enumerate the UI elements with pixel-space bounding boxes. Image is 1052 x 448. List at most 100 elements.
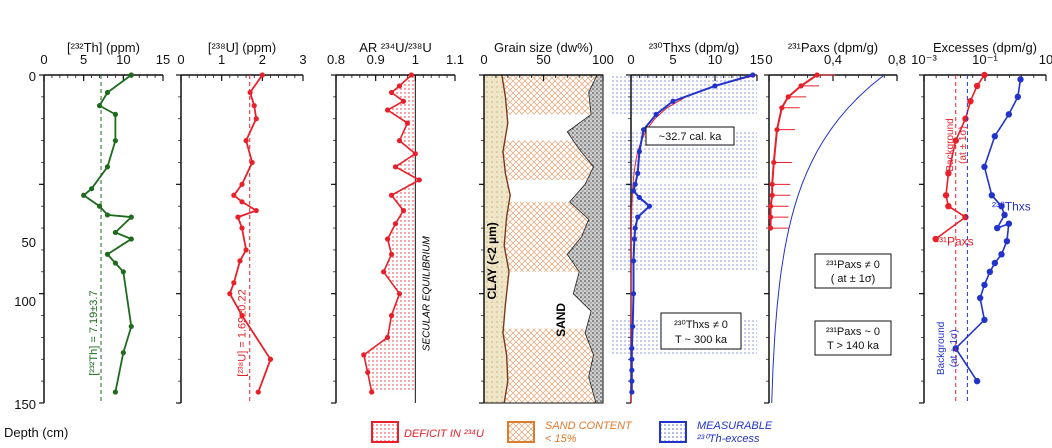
panel-6: ²³¹Paxs (dpm/g) 0 0,4 0,8 ²³¹Paxs ≠ 0 ( at ± … — [764, 40, 906, 404]
data-point — [1001, 211, 1008, 219]
panel-3: AR ²³⁴U/²³⁸U 0.8 0.9 1 1.1 SECULAR EQUILIBRIU… — [327, 40, 464, 404]
data-point — [412, 151, 418, 157]
panel-title: [²³⁸U] (ppm) — [208, 40, 276, 55]
data-point — [991, 259, 999, 267]
data-point — [1005, 111, 1013, 118]
data-point — [629, 389, 635, 395]
x-tick-label: 0,4 — [824, 52, 842, 67]
legend-item-measurable: MEASURABLE ²³⁰Th-excess — [659, 420, 773, 445]
data-point — [404, 120, 410, 126]
data-line — [769, 74, 818, 229]
data-point — [629, 345, 635, 351]
data-point — [400, 98, 407, 104]
data-point — [798, 83, 804, 89]
x-tick-label: 0 — [765, 52, 772, 67]
data-point — [104, 212, 111, 218]
data-point — [128, 236, 134, 242]
x-tick-label: 10 — [708, 52, 722, 67]
panel-title: Grain size (dw%) — [494, 40, 593, 55]
data-point — [243, 138, 249, 144]
data-point — [369, 389, 375, 395]
x-tick-label: 100 — [592, 52, 614, 67]
data-point — [635, 214, 641, 220]
data-point — [231, 192, 237, 198]
data-point — [630, 188, 637, 194]
data-point — [267, 356, 274, 362]
data-point — [986, 268, 994, 275]
data-point — [96, 103, 103, 109]
x-tick-label: 15 — [156, 52, 170, 67]
data-point — [112, 389, 118, 395]
x-tick-label: 0 — [480, 52, 487, 67]
data-point — [991, 133, 999, 140]
data-point — [237, 258, 243, 264]
data-point — [976, 294, 984, 302]
data-point — [243, 247, 249, 253]
data-point — [400, 207, 407, 214]
data-point — [384, 236, 391, 242]
series-label: ²³¹Paxs — [935, 235, 974, 249]
background-label: Background — [945, 118, 956, 171]
data-point — [768, 203, 774, 209]
data-point — [631, 236, 637, 242]
data-point — [392, 221, 399, 227]
data-point — [361, 352, 367, 358]
clay-line — [501, 74, 511, 404]
legend-swatch — [507, 421, 535, 443]
data-point — [814, 72, 820, 78]
x-tick-label: 50 — [536, 52, 550, 67]
data-point — [630, 291, 637, 297]
series-line — [935, 74, 986, 240]
data-point — [942, 192, 950, 199]
data-point — [932, 235, 939, 243]
x-tick-label: 5 — [669, 52, 676, 67]
data-point — [239, 312, 245, 319]
data-point — [994, 224, 1001, 232]
data-point — [632, 181, 638, 187]
legend: DEFICIT IN ²³⁴U SAND CONTENT < 15% MEASU… — [371, 420, 773, 445]
x-tick-label: 0.8 — [327, 52, 345, 67]
annotation-text: T > 140 ka — [827, 340, 880, 352]
annotation-text: ²³¹Paxs ~ 0 — [826, 326, 880, 338]
data-point — [231, 280, 237, 286]
panel-title: ²³⁰Thxs (dpm/g) — [649, 40, 739, 55]
data-point — [253, 116, 259, 122]
x-tick-label: 0 — [40, 52, 47, 67]
mean-label: [²³²Th] = 7.19±3.7 — [88, 290, 100, 375]
data-point — [239, 181, 245, 187]
legend-label: DEFICIT IN ²³⁴U — [404, 428, 484, 440]
data-point — [388, 192, 395, 198]
data-point — [396, 83, 403, 89]
panel-2: [²³⁸U] (ppm) 0 1 2 3 [²³⁸U] = 1.69±0.22 — [176, 40, 307, 404]
data-point — [81, 192, 87, 198]
annotation-text: ²³⁰Thxs ≠ 0 — [674, 319, 728, 331]
sand-label: SAND — [554, 303, 568, 337]
data-line — [630, 74, 754, 393]
data-point — [128, 214, 134, 220]
data-point — [120, 269, 126, 275]
legend-label: ²³⁰Th-excess — [697, 433, 760, 445]
legend-item-deficit: DEFICIT IN ²³⁴U — [371, 421, 484, 443]
legend-item-sand: SAND CONTENT < 15% — [507, 420, 633, 445]
data-point — [768, 214, 774, 220]
legend-label: MEASURABLE — [697, 420, 773, 432]
legend-swatch — [659, 421, 687, 443]
depth-tick: 150 — [14, 397, 36, 412]
x-tick-label: 10⁻¹ — [972, 52, 998, 67]
data-point — [630, 323, 636, 330]
data-point — [388, 312, 395, 319]
depth-axis-label: Depth (cm) — [4, 425, 68, 440]
data-point — [629, 367, 635, 373]
annotation-box — [814, 253, 892, 289]
x-tick-label: 0,8 — [888, 52, 906, 67]
data-point — [396, 291, 403, 297]
data-line — [362, 74, 421, 393]
data-point — [120, 350, 126, 356]
data-point — [112, 260, 118, 266]
data-point — [636, 194, 643, 201]
data-point — [381, 269, 387, 275]
annotation-text: T ~ 300 ka — [675, 334, 728, 346]
x-tick-label: 0 — [177, 52, 184, 67]
equilibrium-label: SECULAR EQUILIBRIUM — [421, 235, 432, 351]
